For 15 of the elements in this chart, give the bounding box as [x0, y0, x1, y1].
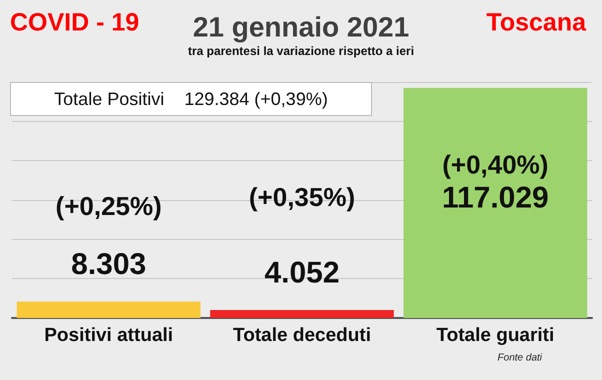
x-tick-label: Positivi attuali [44, 325, 174, 346]
annotation: (+0,40%) [442, 150, 548, 180]
data-label: 117.029 [442, 181, 549, 214]
chart-subtitle: tra parentesi la variazione rispetto a ieri [188, 44, 414, 58]
chart-title: 21 gennaio 2021 [192, 12, 410, 42]
x-tick-label: Totale guariti [436, 325, 554, 346]
data-label: 4.052 [264, 256, 340, 290]
text: COVID - 19 [10, 8, 140, 36]
info-box: Totale Positivi 129.384 (+0,39%) [10, 82, 372, 116]
annotation: (+0,25%) [56, 190, 162, 221]
data-label: 8.303 [71, 248, 146, 282]
annotation: (+0,35%) [248, 182, 356, 212]
source-note: Fonte dati [498, 352, 543, 364]
x-tick-label: Totale deceduti [233, 325, 371, 346]
text: Toscana [486, 8, 588, 36]
